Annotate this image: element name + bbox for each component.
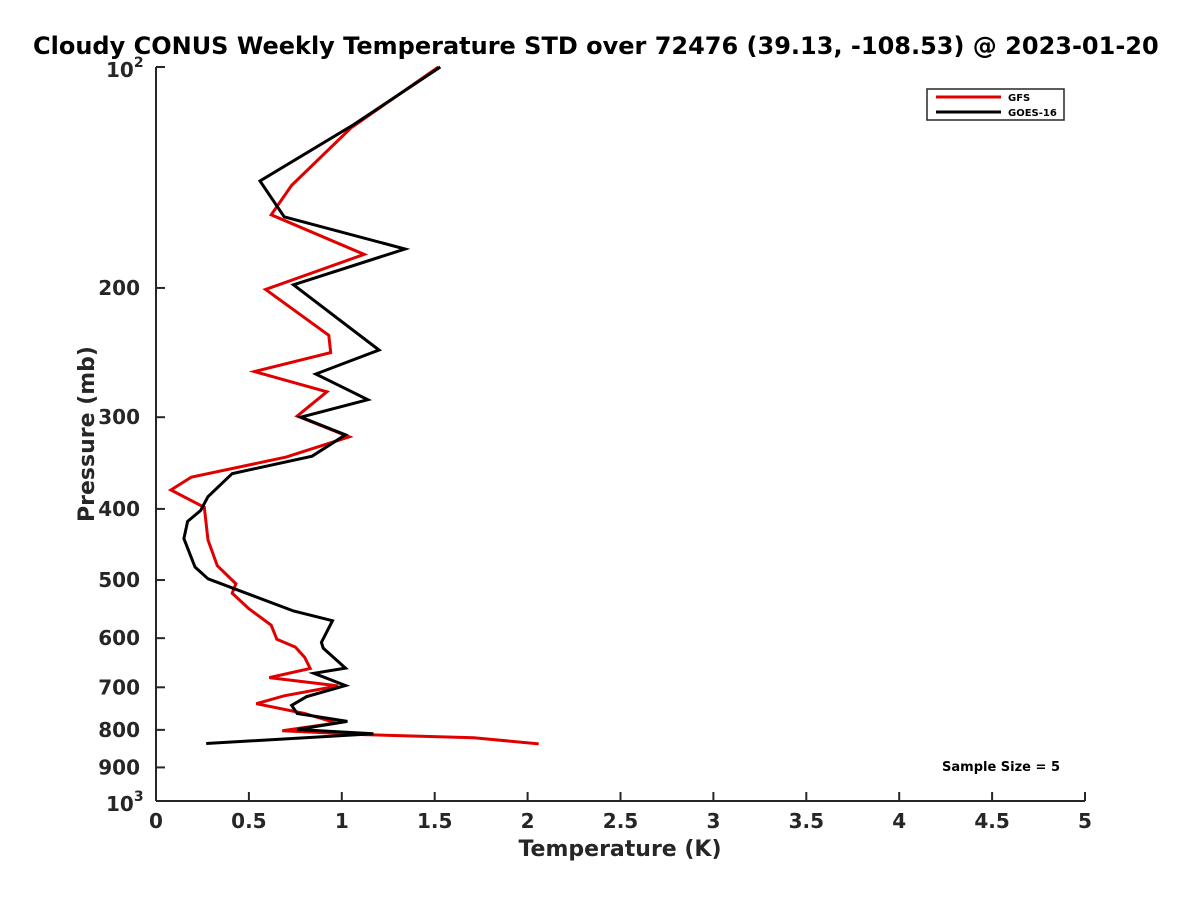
y-tick-label-base: 10: [106, 58, 134, 82]
y-tick-label: 103: [106, 789, 144, 816]
plot-area: [156, 67, 1085, 801]
y-tick-label: 600: [98, 626, 140, 650]
y-tick-label: 900: [98, 755, 140, 779]
series-layer: [167, 65, 539, 746]
y-axis-label: Pressure (mb): [75, 346, 100, 522]
y-tick-label: 200: [98, 276, 140, 300]
x-tick-label: 5: [1078, 809, 1092, 833]
legend: GFS GOES-16: [926, 88, 1065, 121]
y-tick-label: 700: [98, 675, 140, 699]
x-axis-label: Temperature (K): [518, 837, 721, 862]
x-tick-label: 0.5: [231, 809, 266, 833]
x-ticks: 0 0.5 1 1.5 2 2.5 3 3.5 4 4.5 5: [149, 792, 1092, 833]
y-tick-label-base: 10: [106, 792, 134, 816]
x-tick-label: 4: [892, 809, 906, 833]
y-tick-label: 102: [106, 55, 144, 82]
series-line-gfs: [167, 65, 539, 746]
series-line-goes-16: [182, 65, 442, 745]
legend-label-gfs: GFS: [1008, 93, 1030, 104]
y-tick-label: 300: [98, 405, 140, 429]
legend-label-goes-16: GOES-16: [1008, 108, 1057, 119]
x-tick-label: 2.5: [603, 809, 638, 833]
x-tick-label: 1: [335, 809, 349, 833]
legend-box: [926, 88, 1065, 121]
y-tick-label: 500: [98, 568, 140, 592]
x-tick-label: 3.5: [789, 809, 824, 833]
y-tick-label: 400: [98, 497, 140, 521]
x-tick-label: 0: [149, 809, 163, 833]
x-tick-label: 1.5: [417, 809, 452, 833]
sample-size-annotation: Sample Size = 5: [942, 760, 1060, 775]
y-tick-label-exponent: 2: [134, 55, 144, 71]
chart-title: Cloudy CONUS Weekly Temperature STD over…: [33, 32, 1159, 60]
x-tick-label: 3: [706, 809, 720, 833]
y-tick-label-exponent: 3: [134, 789, 144, 805]
x-tick-label: 2: [521, 809, 535, 833]
x-tick-label: 4.5: [974, 809, 1009, 833]
y-tick-label: 800: [98, 718, 140, 742]
